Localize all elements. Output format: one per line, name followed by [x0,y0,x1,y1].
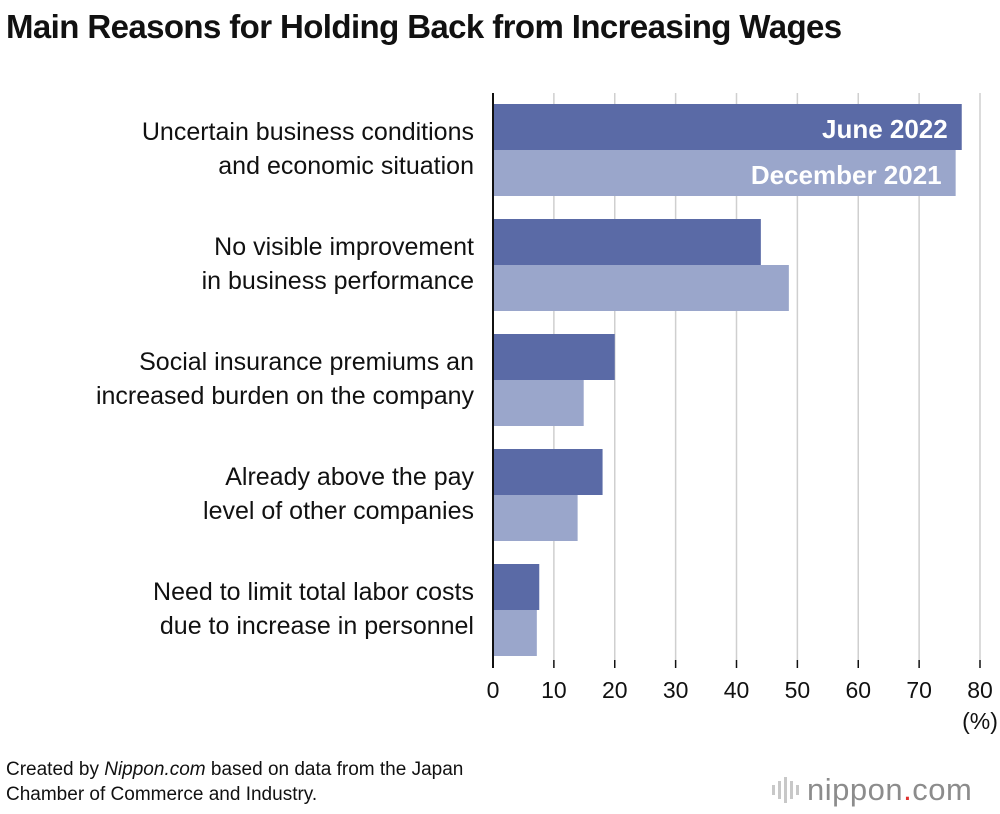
chart-title: Main Reasons for Holding Back from Incre… [6,8,842,45]
bar-june-2022-1 [493,219,761,265]
nippon-logo: nippon.com [772,770,972,810]
legend-label-june-2022: June 2022 [822,114,948,144]
bar-june-2022-0 [493,104,962,150]
bars [493,104,962,656]
bar-december-2021-2 [493,380,584,426]
source-line1-rest: based on data from the Japan [205,759,464,780]
tick-label-70: 70 [906,677,932,703]
bar-june-2022-3 [493,449,603,495]
tick-label-80: 80 [967,677,993,703]
axis [492,93,981,668]
category-label-1-line-1: in business performance [202,267,474,295]
tick-label-10: 10 [541,677,567,703]
tick-label-50: 50 [785,677,811,703]
category-label-1-line-0: No visible improvement [214,233,474,261]
category-label-2-line-0: Social insurance premiums an [139,348,474,376]
category-label-0-line-0: Uncertain business conditions [142,118,474,146]
labels: 0 10 20 30 40 50 60 70 80 (%) Uncertain business c… [96,114,998,734]
bar-june-2022-4 [493,564,540,610]
category-label-3-line-1: level of other companies [203,497,474,525]
source-site: Nippon.com [104,759,206,780]
category-label-4-line-0: Need to limit total labor costs [153,578,474,606]
category-label-4-line-1: due to increase in personnel [160,612,474,640]
x-unit-label: (%) [962,708,998,734]
logo-suffix: com [912,772,973,807]
category-label-2-line-1: increased burden on the company [96,382,475,410]
source-prefix: Created by [6,759,105,780]
bar-december-2021-4 [493,610,537,656]
source-note: Created by Nippon.com based on data from… [6,757,463,807]
category-label-0-line-1: and economic situation [218,152,474,180]
bar-december-2021-0 [493,150,956,196]
source-line2: Chamber of Commerce and Industry. [6,784,318,805]
bar-december-2021-3 [493,495,578,541]
tick-label-40: 40 [724,677,750,703]
tick-label-0: 0 [487,677,500,703]
tick-label-20: 20 [602,677,628,703]
logo-name: nippon [807,772,904,807]
category-label-3-line-0: Already above the pay [225,463,474,491]
tick-label-30: 30 [663,677,689,703]
logo-mark-icon [772,777,799,803]
legend-label-december-2021: December 2021 [751,160,942,190]
logo-text: nippon.com [807,772,972,808]
logo-dot: . [903,772,913,807]
tick-label-60: 60 [845,677,871,703]
bar-december-2021-1 [493,265,789,311]
bar-june-2022-2 [493,334,615,380]
